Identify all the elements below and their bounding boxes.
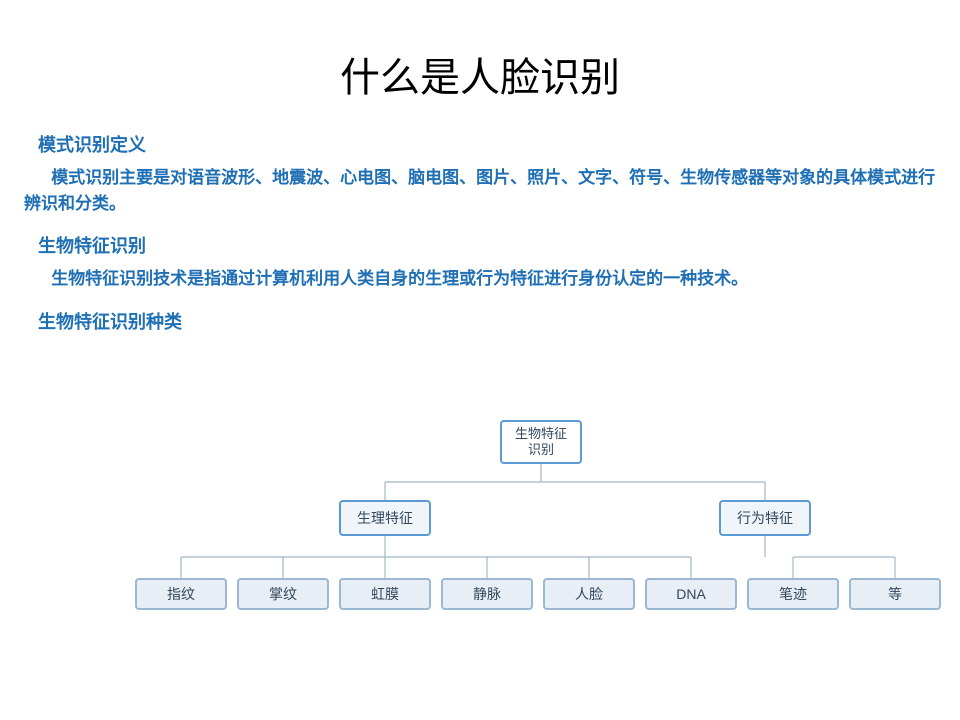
page-title: 什么是人脸识别 bbox=[0, 0, 960, 123]
tree-node: 静脉 bbox=[441, 578, 533, 610]
tree-node: 生物特征 识别 bbox=[500, 420, 582, 464]
tree-node: DNA bbox=[645, 578, 737, 610]
tree-node: 虹膜 bbox=[339, 578, 431, 610]
tree-node: 指纹 bbox=[135, 578, 227, 610]
tree-diagram: 生物特征 识别生理特征 行为特征指纹掌纹虹膜静脉人脸 DNA 笔迹等 bbox=[0, 410, 960, 630]
tree-node: 掌纹 bbox=[237, 578, 329, 610]
section-heading-2: 生物特征识别 bbox=[38, 232, 940, 258]
tree-node: 行为特征 bbox=[719, 500, 811, 536]
section-para-1: 模式识别主要是对语音波形、地震波、心电图、脑电图、图片、照片、文字、符号、生物传… bbox=[24, 165, 940, 216]
tree-node: 生理特征 bbox=[339, 500, 431, 536]
tree-node: 笔迹 bbox=[747, 578, 839, 610]
section-heading-1: 模式识别定义 bbox=[38, 131, 940, 157]
section-heading-3: 生物特征识别种类 bbox=[38, 308, 940, 334]
section-para-2: 生物特征识别技术是指通过计算机利用人类自身的生理或行为特征进行身份认定的一种技术… bbox=[24, 266, 940, 292]
content-block: 模式识别定义 模式识别主要是对语音波形、地震波、心电图、脑电图、图片、照片、文字… bbox=[0, 131, 960, 334]
tree-node: 等 bbox=[849, 578, 941, 610]
tree-node: 人脸 bbox=[543, 578, 635, 610]
